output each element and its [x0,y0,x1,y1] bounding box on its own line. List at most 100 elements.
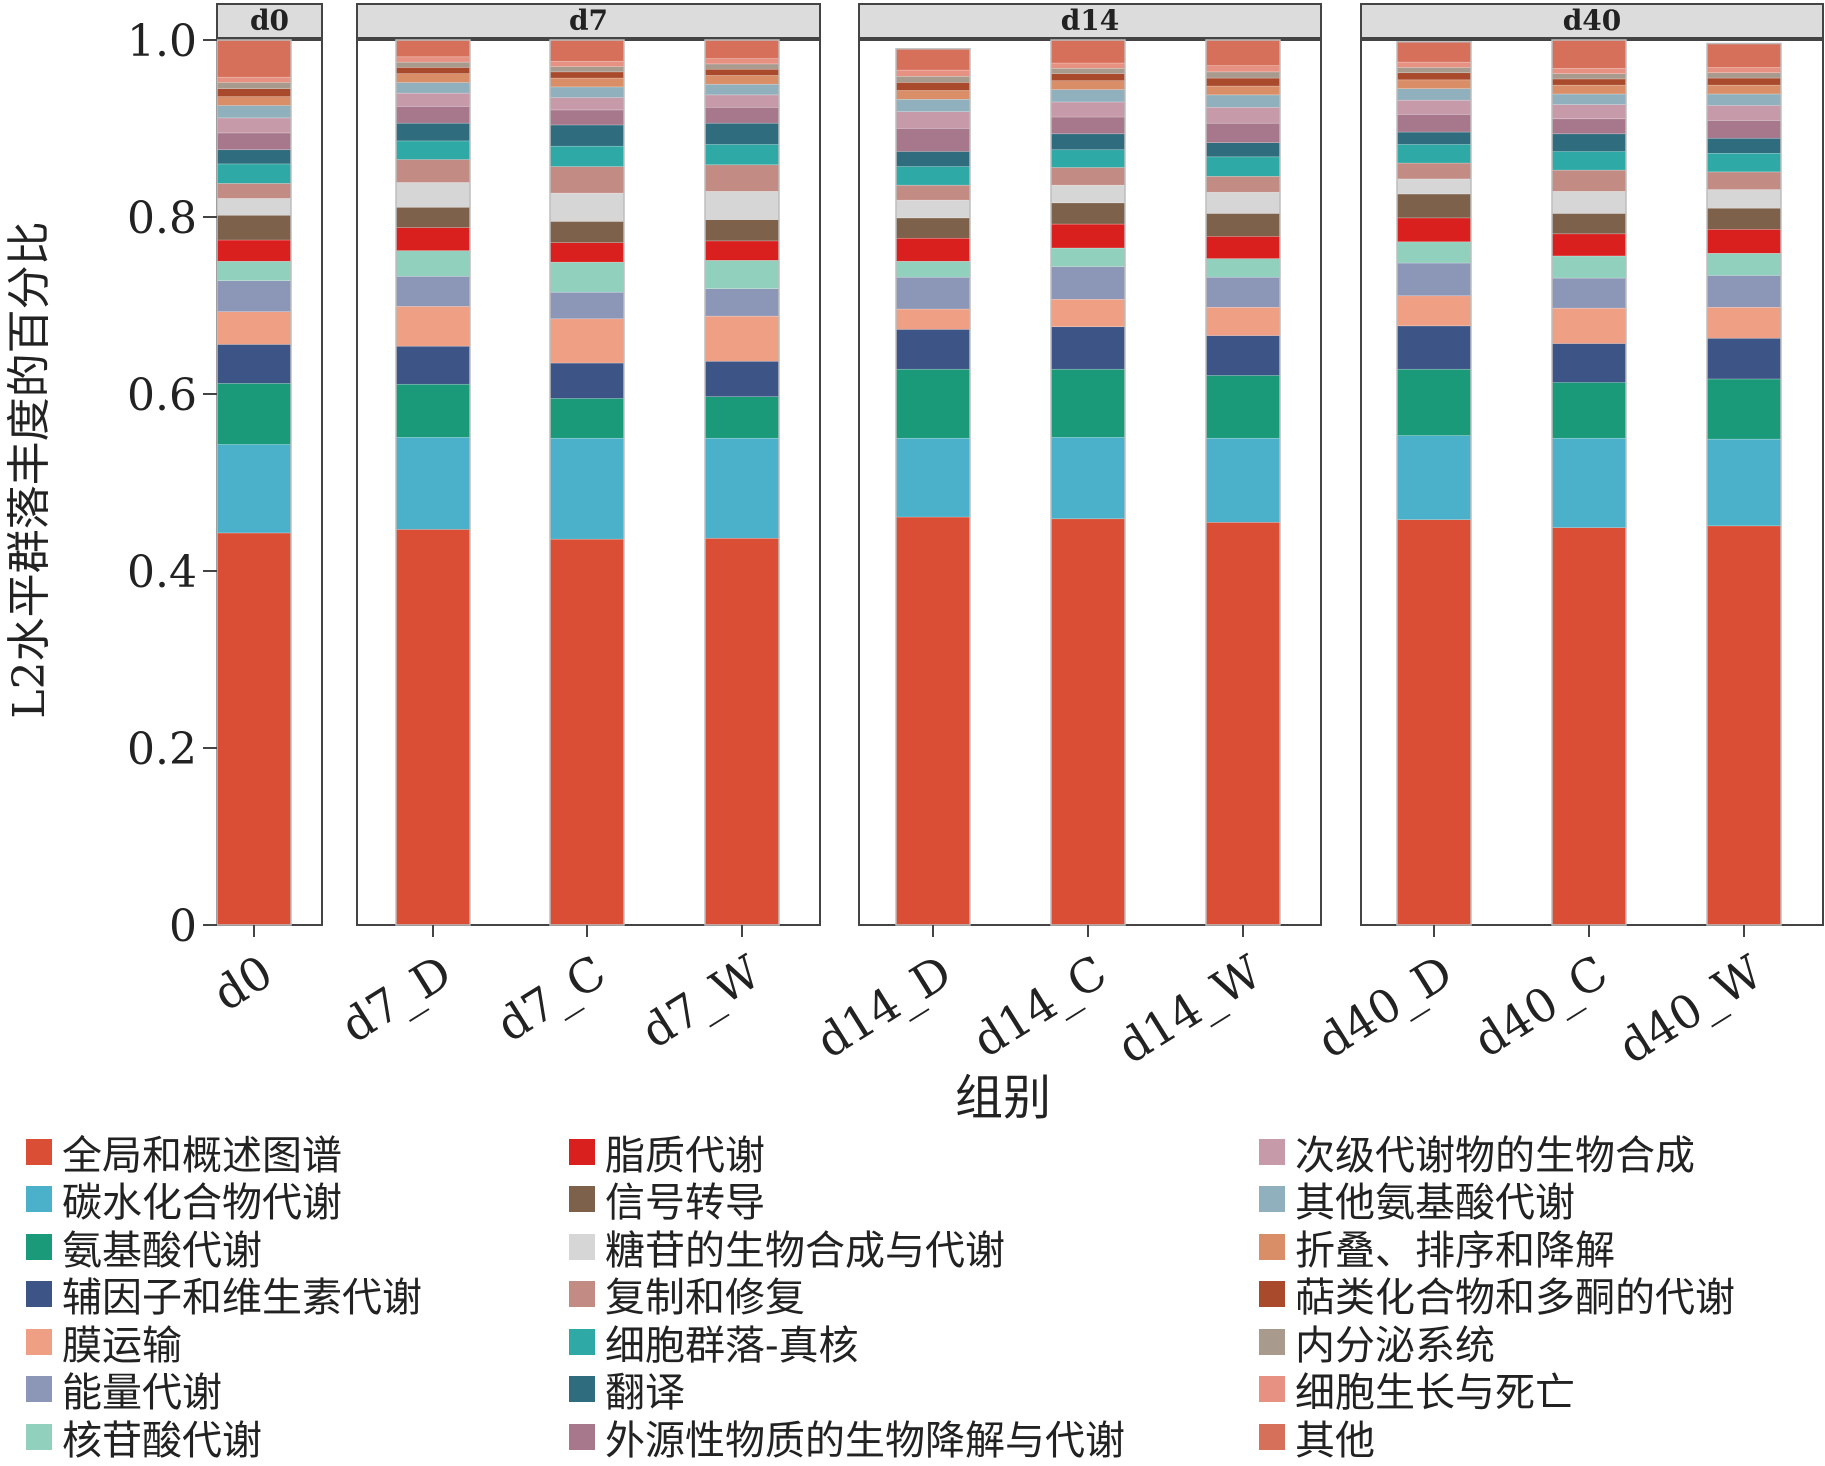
bar-segment [1396,99,1472,115]
bar-segment [395,437,471,530]
legend-label: 翻译 [605,1370,685,1417]
legend-swatch [26,1423,52,1450]
bar-segment [704,122,780,145]
bar-segment [895,75,971,83]
bar-segment [1050,133,1126,151]
legend-item: 核苷酸代谢 [26,1413,422,1464]
bar-segment [216,260,292,282]
bar-segment [395,140,471,160]
bar-segment [895,128,971,152]
bar-stacks [216,39,1782,926]
bar-segment [1050,266,1126,300]
bar-segment [216,105,292,119]
bar-segment [549,97,625,111]
legend-swatch [1259,1281,1285,1308]
bar-segment [1706,171,1782,190]
bar-segment [1396,178,1472,195]
legend-swatch [26,1281,52,1308]
x-tick-label: d40_D [1308,945,1462,1069]
bar-segment [704,106,780,124]
bar-segment [216,280,292,312]
bar-segment [395,39,471,58]
bar-segment [395,345,471,385]
legend-item: 信号转导 [569,1176,1125,1226]
bar-segment [1050,184,1126,204]
bar-segment [1706,306,1782,339]
bar-segment [1205,258,1281,278]
bar-segment [1050,326,1126,370]
bar-segment [549,261,625,293]
legend-swatch [1259,1138,1285,1165]
bar-segment [395,227,471,251]
legend-swatch [1259,1186,1285,1213]
bar-segment [549,398,625,439]
bar-segment [1706,152,1782,173]
bar-segment [704,164,780,192]
panel-strip-label: d40 [1563,4,1622,37]
legend-label: 膜运输 [62,1322,182,1369]
bar-segment [1706,275,1782,308]
bar-segment [1706,378,1782,440]
bar-segment [1551,233,1627,257]
bar-segment [1205,213,1281,237]
bar-segment [1396,144,1472,164]
bar-segment [216,532,292,926]
bar-segment [549,318,625,364]
bar-segment [704,240,780,261]
bar-segment [1706,252,1782,276]
legend-swatch [569,1328,595,1355]
bar-segment [895,90,971,100]
x-tick-label: d14_D [807,945,961,1069]
bar-segment [549,192,625,222]
bar-segment [395,61,471,68]
bar-segment [704,315,780,362]
bar-segment [549,124,625,147]
bar-segment [1396,41,1472,63]
x-tick-label: d7_C [487,945,615,1053]
bar-segment [1551,382,1627,439]
bar-segment [1205,71,1281,79]
bar-segment [549,60,625,67]
bar-segment [1706,120,1782,139]
bar-segment [1205,276,1281,308]
bar-segment [1706,105,1782,121]
bar-segment [549,145,625,167]
bar-segment [1205,522,1281,926]
bar-segment [1050,116,1126,135]
bar-segment [549,362,625,399]
facet-panels: d0 d7 d14 d40 [216,3,1824,926]
bar-segment [1396,114,1472,133]
bar-segment [1396,193,1472,219]
legend-item: 辅因子和维生素代谢 [26,1271,422,1321]
legend-item: 细胞群落-真核 [569,1318,1125,1369]
bar-segment [216,344,292,384]
bar-segment [1396,325,1472,370]
panel-strip-d14 [858,3,1322,39]
legend-item: 内分泌系统 [1259,1318,1735,1369]
y-tick-label: 0.4 [127,547,197,598]
bar-segment [1706,72,1782,79]
bar-segment [1205,191,1281,214]
legend-item: 复制和修复 [569,1271,1125,1321]
legend-label: 信号转导 [605,1180,765,1227]
legend-label: 外源性物质的生物降解与代谢 [605,1417,1125,1464]
bar-segment [1050,73,1126,82]
bar-segment [1396,519,1472,926]
bar-segment [395,159,471,183]
legend-label: 氨基酸代谢 [62,1227,262,1274]
bar-segment [216,444,292,534]
panel-strip-label: d7 [569,4,608,37]
bar-segment [1205,306,1281,336]
legend-label: 能量代谢 [62,1370,222,1417]
bar-segment [1551,84,1627,95]
legend-label: 次级代谢物的生物合成 [1295,1132,1695,1179]
legend-item: 脂质代谢 [569,1128,1125,1179]
bar-segment [1050,299,1126,328]
legend-label: 脂质代谢 [605,1132,765,1179]
bar-segment [395,56,471,63]
legend-column-2: 脂质代谢 信号转导 糖苷的生物合成与代谢 复制和修复 细胞群落-真核 翻译 外源性物质的生物… [569,1128,1125,1464]
legend-swatch [26,1376,52,1403]
legend-label: 全局和概述图谱 [62,1132,342,1179]
legend-label: 核苷酸代谢 [62,1417,262,1464]
